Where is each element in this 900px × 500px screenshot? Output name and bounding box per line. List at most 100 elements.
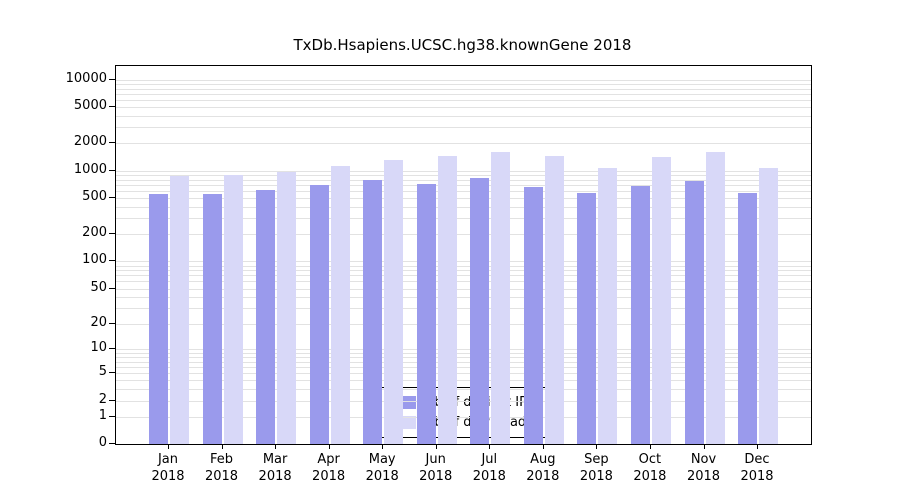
x-tick-mark (168, 444, 169, 449)
x-label-month: Feb (209, 452, 234, 467)
gridline (116, 143, 811, 145)
gridline (116, 127, 811, 129)
x-tick-mark (596, 444, 598, 449)
x-tick-mark (757, 444, 758, 449)
bar-downloads-apr (330, 166, 350, 444)
x-tick-mark (435, 444, 437, 449)
bar-downloads-sep (598, 168, 618, 444)
gridline (116, 93, 811, 95)
gridline (116, 308, 811, 310)
gridline (116, 357, 811, 359)
bar-ips-apr (309, 184, 329, 444)
gridline (116, 218, 811, 220)
x-tick-label: Jan 2018 (138, 451, 198, 485)
y-tick-mark (109, 106, 115, 108)
x-tick-mark (221, 444, 223, 449)
x-tick-mark (489, 444, 491, 449)
gridline (116, 83, 811, 85)
bar-downloads-mar (277, 171, 297, 444)
y-tick-label: 500 (82, 189, 107, 205)
bar-ips-feb (202, 193, 222, 444)
gridline (116, 261, 811, 263)
x-tick-label: Mar 2018 (245, 451, 305, 485)
plot-area: Nb of distinct IPsNb of downloads (115, 65, 812, 445)
x-label-year: 2018 (419, 469, 453, 484)
bar-downloads-feb (223, 175, 243, 444)
gridline (116, 115, 811, 117)
x-label-year: 2018 (151, 469, 185, 484)
gridline (116, 281, 811, 283)
gridline (116, 380, 811, 382)
x-label-year: 2018 (686, 469, 721, 484)
x-tick-label: Jul 2018 (459, 451, 519, 485)
gridline (116, 270, 811, 272)
chart-title: TxDb.Hsapiens.UCSC.hg38.knownGene 2018 (293, 36, 632, 54)
x-tick-mark (275, 444, 277, 449)
bar-ips-mar (256, 189, 276, 444)
y-tick-label: 5 (98, 364, 107, 380)
gridline (116, 88, 811, 90)
y-tick-label: 2 (98, 391, 107, 407)
gridline (116, 275, 811, 277)
y-tick-label: 20 (90, 314, 107, 330)
gridline (116, 174, 811, 176)
x-tick-label: Dec 2018 (727, 451, 787, 485)
y-tick-mark (109, 142, 115, 144)
x-tick-mark (649, 444, 651, 449)
y-tick-mark (109, 415, 115, 417)
bar-downloads-oct (651, 157, 671, 444)
gridline (116, 400, 811, 402)
bar-ips-may (363, 180, 383, 444)
y-tick-label: 50 (90, 279, 107, 295)
bar-downloads-jun (437, 156, 457, 444)
y-tick-label: 10 (90, 340, 107, 356)
y-tick-label: 1000 (73, 161, 107, 177)
x-label-month: Jan (157, 452, 179, 467)
x-label-month: May (368, 452, 396, 467)
y-tick-mark (109, 399, 115, 401)
x-label-year: 2018 (365, 469, 399, 484)
bar-downloads-jul (491, 152, 511, 444)
bar-ips-aug (523, 187, 543, 444)
x-label-year: 2018 (579, 469, 613, 484)
x-label-month: Oct (638, 452, 662, 467)
bar-downloads-may (384, 160, 404, 444)
y-tick-mark (109, 322, 115, 324)
y-tick-mark (109, 233, 115, 235)
gridline (116, 107, 811, 109)
x-label-month: Mar (262, 452, 288, 467)
x-label-month: Nov (690, 452, 717, 467)
y-tick-mark (109, 197, 115, 199)
bar-ips-nov (684, 181, 704, 444)
gridline (116, 179, 811, 181)
y-tick-label: 0 (98, 435, 107, 450)
y-tick-label: 2000 (73, 134, 107, 150)
gridline (116, 373, 811, 375)
x-label-year: 2018 (526, 469, 560, 484)
gridline (116, 323, 811, 325)
x-label-year: 2018 (312, 469, 346, 484)
bar-ips-dec (738, 192, 757, 444)
x-label-month: Dec (744, 452, 770, 467)
x-label-month: Jul (481, 452, 498, 467)
gridline (116, 361, 811, 363)
y-tick-mark (109, 372, 115, 374)
bar-downloads-dec (759, 167, 778, 444)
x-tick-label: Jun 2018 (406, 451, 466, 485)
y-tick-label: 5000 (73, 98, 107, 114)
y-tick-mark (109, 169, 115, 171)
x-label-month: Jun (425, 452, 446, 467)
gridline (116, 184, 811, 186)
gridline (116, 389, 811, 391)
x-label-year: 2018 (204, 469, 239, 484)
y-tick-mark (109, 348, 115, 350)
y-tick-mark (109, 78, 115, 80)
x-tick-mark (542, 444, 544, 449)
gridline (116, 352, 811, 354)
y-tick-mark (109, 443, 115, 444)
x-tick-label: Aug 2018 (513, 451, 573, 485)
y-tick-label: 1 (98, 407, 107, 423)
bar-ips-jan (149, 194, 168, 444)
x-label-year: 2018 (258, 469, 292, 484)
